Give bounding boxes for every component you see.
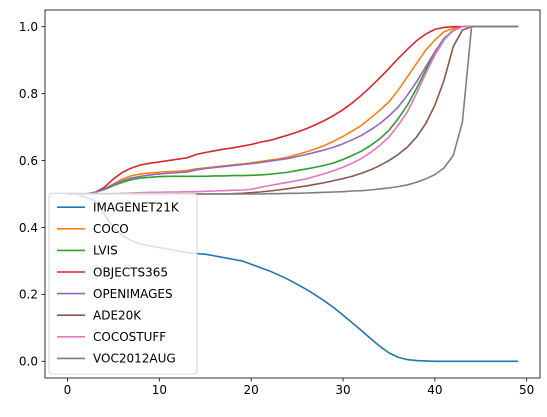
x-tick-label: 20 [244,383,259,397]
legend-label: OPENIMAGES [93,287,173,301]
series-line-coco [66,25,519,195]
x-tick-label: 50 [519,383,534,397]
x-tick-label: 30 [335,383,350,397]
y-tick-label: 0.4 [19,221,38,235]
legend-label: OBJECTS365 [93,265,168,279]
legend-box [48,192,198,375]
legend-label: ADE20K [93,309,142,323]
series-line-objects365 [66,25,519,195]
y-axis: 0.0 0.2 0.4 0.6 0.8 1.0 [19,20,45,369]
x-axis: 0 10 20 30 40 50 [64,378,534,397]
y-tick-label: 0.2 [19,288,38,302]
series-line-cocostuff [66,25,519,195]
y-tick-label: 0.0 [19,355,38,369]
legend: IMAGENET21K COCO LVIS OBJECTS365 OPENIMAGES A… [48,192,198,375]
y-tick-label: 0.6 [19,154,38,168]
legend-label: VOC2012AUG [93,352,176,366]
legend-label: COCO [93,222,129,236]
legend-label: IMAGENET21K [93,201,180,215]
x-tick-label: 0 [64,383,72,397]
legend-label: COCOSTUFF [93,330,166,344]
plot-frame [44,9,541,379]
x-tick-label: 10 [152,383,167,397]
y-tick-label: 1.0 [19,20,38,34]
y-tick-label: 0.8 [19,87,38,101]
x-tick-label: 40 [427,383,442,397]
legend-label: LVIS [93,244,118,258]
